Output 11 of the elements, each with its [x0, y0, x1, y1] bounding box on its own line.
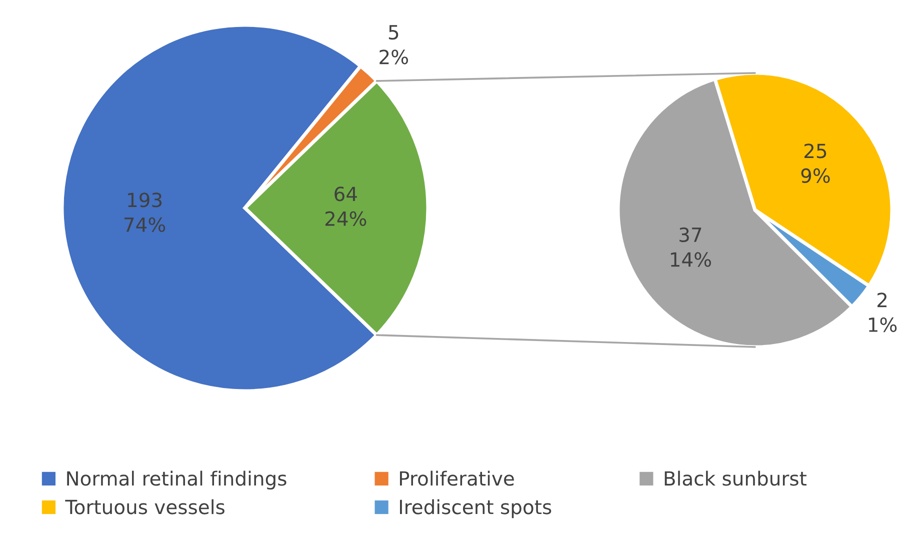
data-label: 64 24% — [325, 186, 366, 226]
data-label: 5 2% — [380, 25, 408, 64]
data-label: 37 14% — [670, 227, 711, 267]
data-label: 193 74% — [124, 192, 166, 232]
data-label: 25 9% — [801, 144, 830, 184]
legend-label: Black sunburst — [664, 470, 806, 486]
legend-label: Normal retinal findings — [67, 470, 286, 490]
legend-label: Tortuous vessels — [65, 499, 224, 514]
legend-label: Irediscent spots — [400, 499, 552, 518]
data-label: 2 1% — [868, 292, 897, 332]
legend-label: Proliferative — [400, 470, 514, 486]
